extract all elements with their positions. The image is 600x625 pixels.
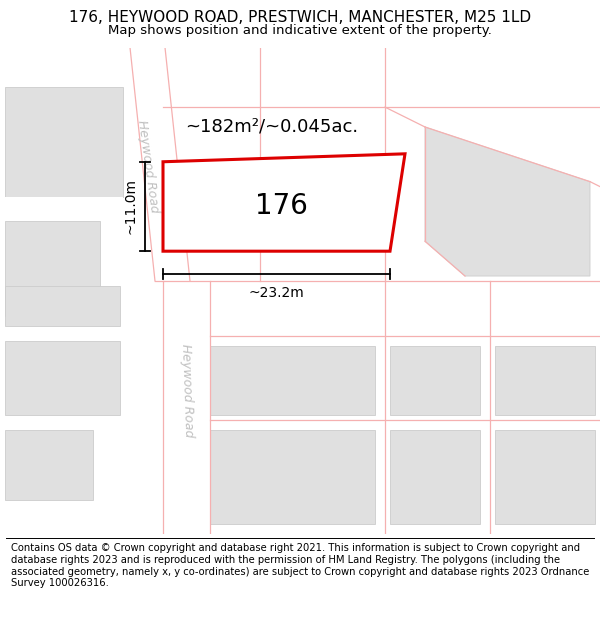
Bar xyxy=(210,346,375,415)
Bar xyxy=(5,430,93,499)
Text: Map shows position and indicative extent of the property.: Map shows position and indicative extent… xyxy=(108,24,492,37)
Bar xyxy=(5,221,100,316)
Polygon shape xyxy=(163,154,405,251)
Text: Contains OS data © Crown copyright and database right 2021. This information is : Contains OS data © Crown copyright and d… xyxy=(11,543,589,588)
Text: 176: 176 xyxy=(255,192,308,221)
Bar xyxy=(5,196,123,201)
Text: ~23.2m: ~23.2m xyxy=(248,286,304,300)
Text: ~11.0m: ~11.0m xyxy=(123,179,137,234)
Bar xyxy=(390,430,480,524)
Polygon shape xyxy=(425,127,590,276)
Bar xyxy=(5,341,120,415)
Bar xyxy=(495,430,595,524)
Bar xyxy=(5,286,120,326)
Text: ~182m²/~0.045ac.: ~182m²/~0.045ac. xyxy=(185,118,358,136)
Text: 176, HEYWOOD ROAD, PRESTWICH, MANCHESTER, M25 1LD: 176, HEYWOOD ROAD, PRESTWICH, MANCHESTER… xyxy=(69,9,531,24)
Bar xyxy=(5,88,123,196)
Bar xyxy=(210,430,375,524)
Bar xyxy=(495,346,595,415)
Bar xyxy=(390,346,480,415)
Text: Heywood Road: Heywood Road xyxy=(179,343,195,437)
Text: Heywood Road: Heywood Road xyxy=(135,119,161,214)
